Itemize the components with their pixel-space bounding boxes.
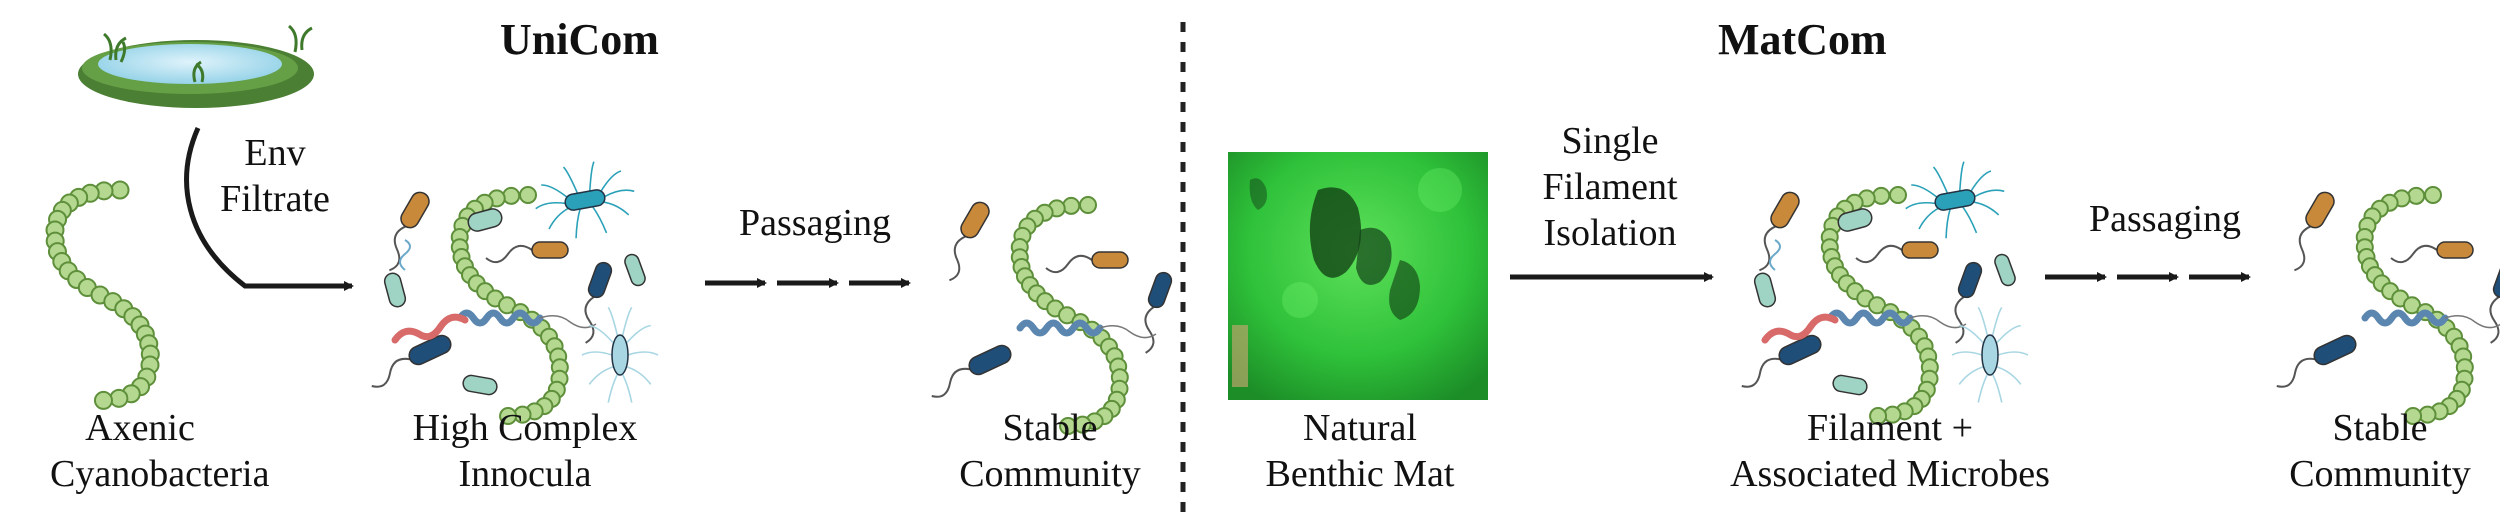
unicom-stable-community-cluster [931, 196, 1173, 436]
filament-associated-microbes-label: Filament + Associated Microbes [1730, 407, 2050, 495]
pond-icon [78, 24, 314, 108]
high-complex-innocula-cluster [371, 161, 659, 426]
env-filtrate-arrow [184, 126, 354, 291]
unicom-stable-community-label: Stable Community [959, 407, 1141, 495]
filament-associated-microbes-cluster [1741, 161, 2029, 426]
env-filtrate-label: Env Filtrate [220, 132, 330, 220]
unicom-passaging-label: Passaging [739, 202, 891, 244]
natural-benthic-mat-label: Natural Benthic Mat [1265, 407, 1455, 495]
high-complex-innocula-label: High Complex Innocula [412, 407, 638, 495]
matcom-passaging-label: Passaging [2089, 198, 2241, 240]
single-filament-isolation-label: Single Filament Isolation [1542, 120, 1678, 254]
axenic-cyanobacteria-label: Axenic Cyanobacteria [50, 407, 270, 495]
matcom-stable-community-cluster [2276, 186, 2500, 426]
natural-benthic-mat-photo [1228, 152, 1488, 400]
matcom-stable-community-label: Stable Community [2289, 407, 2471, 495]
matcom-title: MatCom [1718, 15, 1887, 64]
unicom-title: UniCom [500, 15, 659, 64]
axenic-cyanobacteria-filament [45, 180, 160, 410]
